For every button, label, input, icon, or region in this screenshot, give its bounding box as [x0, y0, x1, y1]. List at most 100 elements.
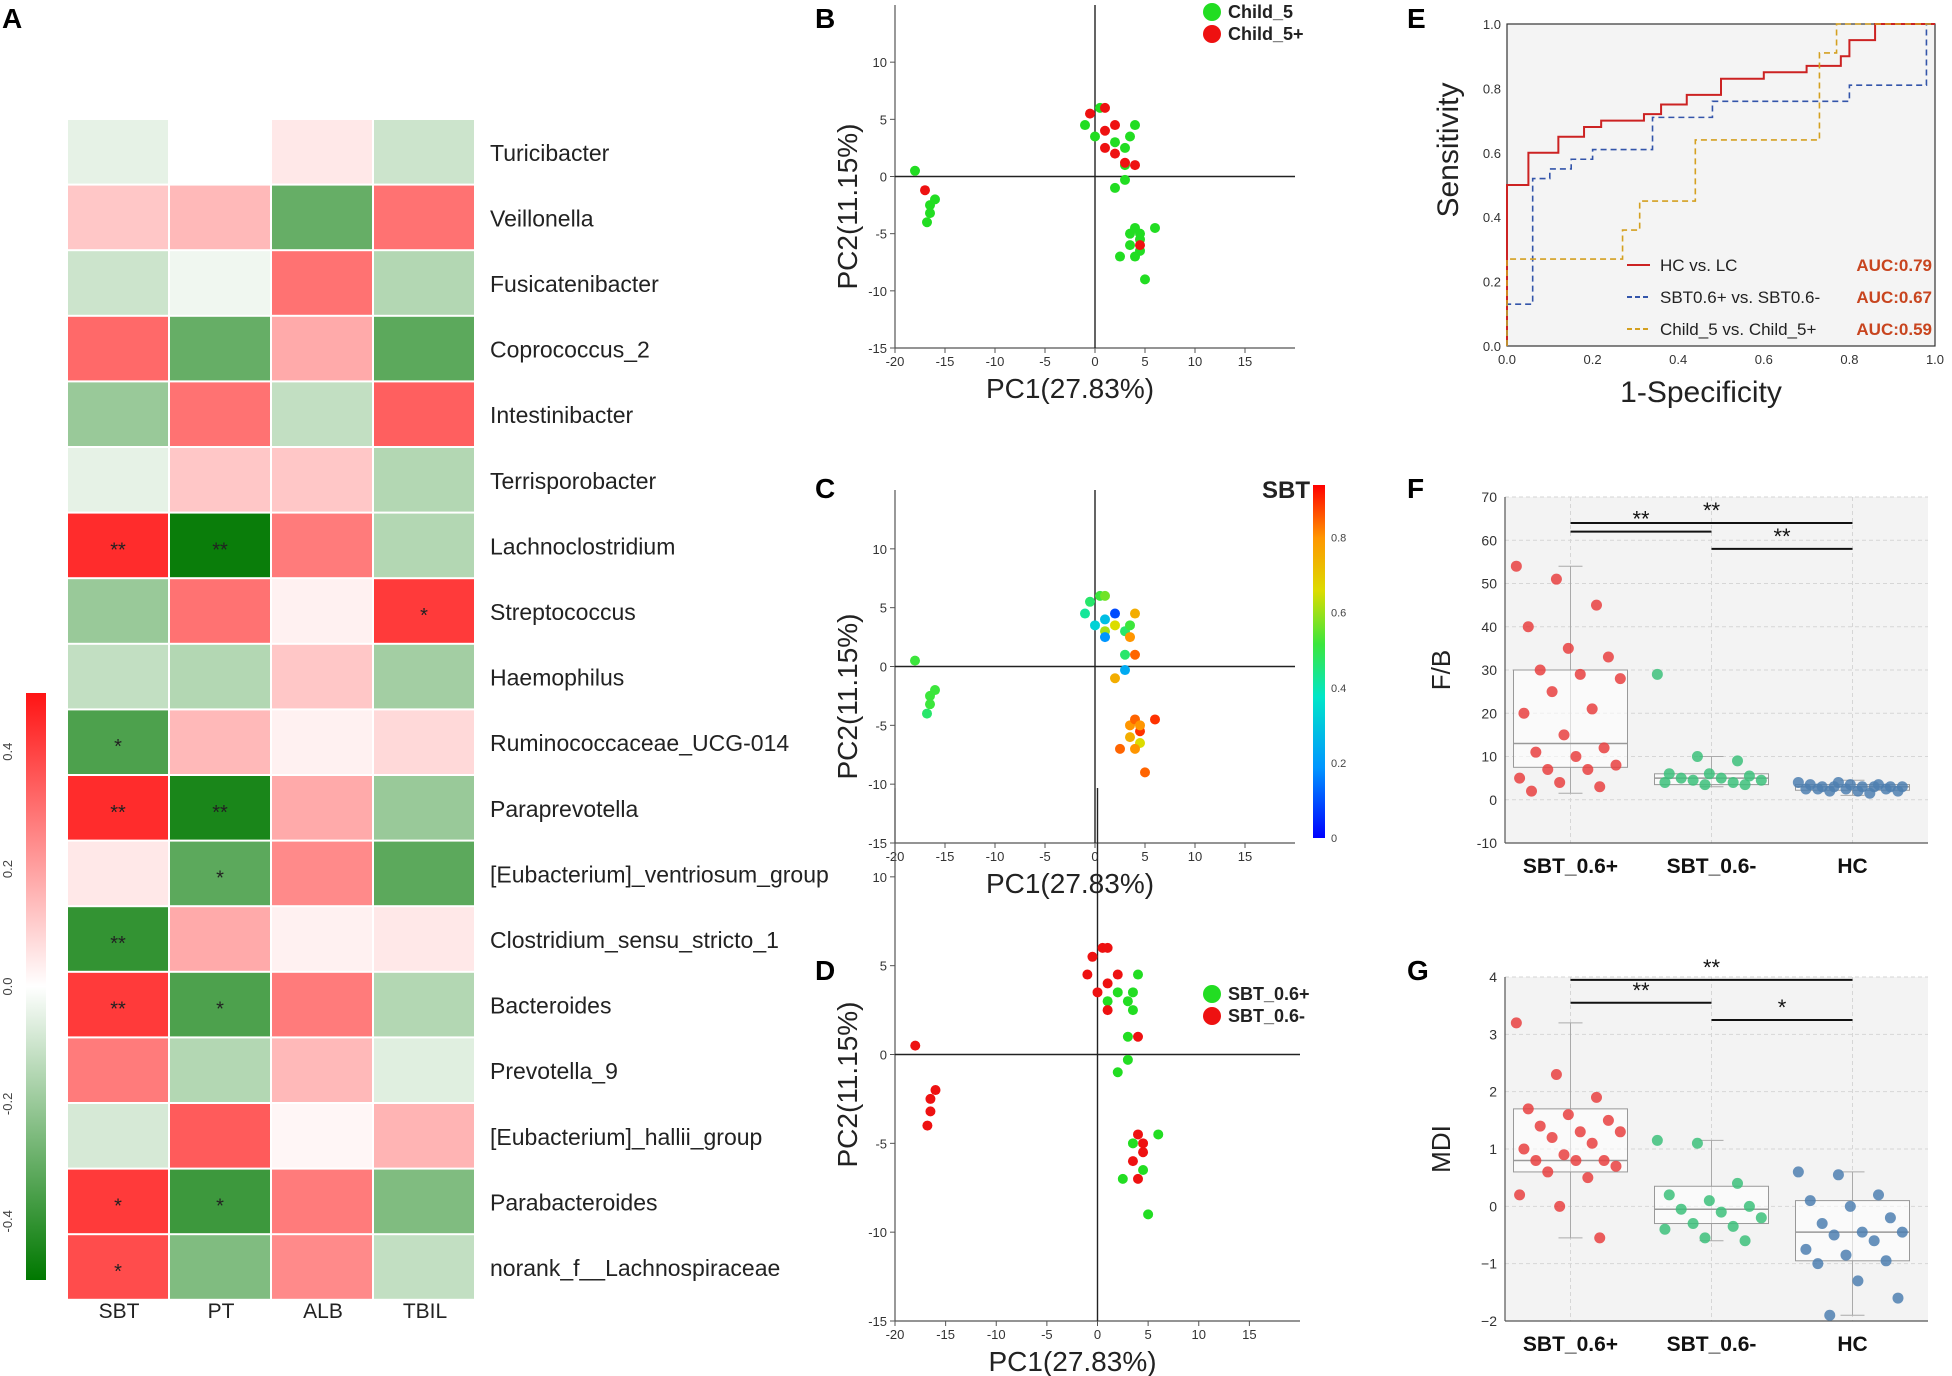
- y-tick-label: -10: [868, 777, 887, 792]
- box-point: [1755, 1212, 1767, 1224]
- heatmap-significance: **: [110, 999, 126, 1021]
- y-tick-label: -5: [875, 718, 887, 733]
- box-point: [1602, 1114, 1614, 1126]
- heatmap-cell-14-0: [68, 1038, 168, 1102]
- y-tick-label: 70: [1481, 489, 1497, 505]
- y-tick-label: -10: [868, 1225, 887, 1240]
- box-point: [1659, 1223, 1671, 1235]
- box-point: [1892, 785, 1904, 797]
- x-tick-label: 0.6: [1755, 352, 1773, 367]
- heatmap-col-label: TBIL: [403, 1300, 447, 1323]
- category-label: HC: [1837, 855, 1867, 878]
- point-sbt_0.6-: [1127, 1156, 1138, 1167]
- box-point: [1691, 751, 1703, 762]
- y-tick-label: 5: [880, 601, 887, 616]
- y-axis-title: PC2(11.15%): [832, 613, 863, 779]
- box-point: [1550, 1068, 1562, 1080]
- box-point: [1659, 776, 1671, 788]
- box-point: [1739, 1235, 1751, 1247]
- heatmap-row-label: Bacteroides: [490, 993, 611, 1019]
- panel-label-c: C: [815, 473, 835, 504]
- point-sbt_0.6+: [1112, 1067, 1123, 1078]
- panel-label-a: A: [2, 3, 22, 34]
- panel-labels: A B C D E F G: [2, 3, 1429, 986]
- heatmap-cell-7-3: [374, 579, 474, 643]
- heatmap-cell-6-1: [170, 513, 270, 578]
- point-sbt: [1150, 714, 1160, 725]
- point-sbt: [1100, 590, 1110, 601]
- x-tick-label: 5: [1141, 354, 1148, 369]
- heatmap-cell-9-2: [272, 710, 372, 774]
- point-child_5: [1140, 274, 1150, 285]
- legend-marker: [1203, 25, 1221, 43]
- significance-label: **: [1703, 955, 1721, 980]
- y-tick-label: 5: [880, 112, 887, 127]
- significance-label: **: [1632, 507, 1650, 532]
- point-sbt_0.6-: [1102, 942, 1113, 953]
- roc-curve: [1506, 23, 1935, 346]
- colorbar-tick-label: 0.4: [0, 743, 15, 761]
- legend-label: HC vs. LC: [1660, 256, 1737, 275]
- y-tick-label: 0: [880, 170, 887, 185]
- point-sbt_0.6-: [925, 1093, 936, 1104]
- point-sbt_0.6+: [1127, 1138, 1138, 1149]
- box-point: [1518, 707, 1530, 719]
- heatmap-cell-12-3: [374, 907, 474, 971]
- y-tick-label: -15: [868, 836, 887, 851]
- sbt-colorbar-tick: 0.2: [1331, 758, 1346, 770]
- category-label: SBT_0.6+: [1523, 855, 1618, 878]
- heatmap-cell-3-0: [68, 316, 168, 381]
- heatmap-cell-8-1: [170, 644, 270, 709]
- point-sbt_0.6-: [1087, 951, 1098, 962]
- heatmap-cell-14-1: [170, 1038, 270, 1102]
- box-point: [1546, 1132, 1558, 1144]
- heatmap-cell-1-0: [68, 185, 168, 250]
- box-point: [1594, 1232, 1606, 1244]
- box-point: [1675, 772, 1687, 784]
- x-tick-label: -15: [936, 849, 955, 864]
- y-tick-label: 20: [1481, 705, 1497, 721]
- heatmap-cell-13-3: [374, 972, 474, 1037]
- box-point: [1880, 1255, 1892, 1267]
- x-axis-title: 1-Specificity: [1620, 376, 1782, 409]
- heatmap-cell-2-1: [170, 251, 270, 315]
- point-child_5+: [1100, 142, 1110, 153]
- y-tick-label: 10: [873, 55, 887, 70]
- heatmap-cell-11-3: [374, 841, 474, 906]
- box-point: [1727, 1220, 1739, 1232]
- box-point: [1675, 1203, 1687, 1215]
- point-sbt: [1130, 743, 1140, 754]
- x-tick-label: -5: [1041, 1327, 1053, 1342]
- significance-label: **: [1703, 498, 1721, 523]
- point-sbt_0.6+: [1112, 987, 1123, 998]
- point-child_5+: [1120, 157, 1130, 168]
- heatmap-cell-10-1: [170, 776, 270, 840]
- box-point: [1687, 774, 1699, 786]
- y-tick-label: -10: [1477, 835, 1497, 851]
- point-child_5: [1080, 120, 1090, 131]
- heatmap-significance: **: [110, 802, 126, 824]
- box-point: [1852, 785, 1864, 797]
- heatmap-cell-15-3: [374, 1104, 474, 1168]
- point-sbt: [1085, 596, 1095, 607]
- legend-marker: [1203, 3, 1221, 21]
- heatmap-cell-4-3: [374, 382, 474, 446]
- box-point: [1526, 785, 1538, 797]
- heatmap-significance: *: [420, 605, 428, 627]
- heatmap-cell-13-2: [272, 972, 372, 1037]
- panel-label-f: F: [1407, 473, 1424, 504]
- box-point: [1840, 783, 1852, 795]
- point-child_5+: [1100, 102, 1110, 113]
- box-point: [1610, 759, 1622, 771]
- point-sbt_0.6-: [1102, 978, 1113, 989]
- heatmap-row-label: Fusicatenibacter: [490, 271, 659, 297]
- y-tick-label: 0: [880, 1048, 887, 1063]
- box-point: [1804, 1195, 1816, 1207]
- y-tick-label: 4: [1489, 969, 1497, 985]
- panel-label-d: D: [815, 955, 835, 986]
- heatmap-cell-6-3: [374, 513, 474, 578]
- panel-label-g: G: [1407, 955, 1429, 986]
- point-child_5: [910, 165, 920, 176]
- box-point: [1570, 1154, 1582, 1166]
